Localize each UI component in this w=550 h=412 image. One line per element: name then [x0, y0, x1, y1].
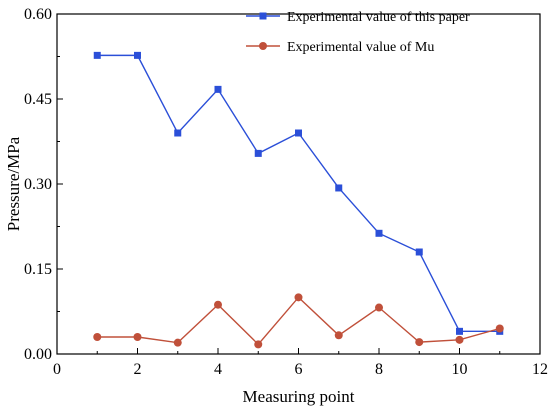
data-point [375, 303, 383, 312]
data-point [295, 129, 302, 137]
legend: Experimental value of this paper Experime… [246, 10, 470, 55]
y-axis-title: Pressure/MPa [4, 136, 23, 231]
data-point [375, 229, 383, 237]
series-1 [93, 51, 504, 335]
data-point [134, 51, 141, 59]
x-tick-label: 4 [214, 361, 222, 378]
data-point [93, 51, 101, 59]
x-tick-label: 8 [375, 361, 383, 378]
x-tick-label: 6 [295, 361, 303, 378]
y-tick-label: 0.60 [24, 6, 52, 23]
data-point [174, 129, 182, 137]
data-point [294, 293, 303, 302]
data-point [254, 149, 262, 157]
x-axis-title: Measuring point [243, 387, 355, 406]
data-point [214, 300, 222, 309]
data-point [455, 335, 464, 344]
x-tick-label: 10 [452, 361, 468, 378]
y-axis: 0.00 0.15 0.30 0.45 0.60 [24, 6, 63, 363]
data-point [495, 324, 504, 333]
plot-area [56, 13, 541, 355]
y-tick-label: 0.30 [24, 176, 52, 193]
data-point [214, 85, 222, 93]
series-line [97, 54, 500, 333]
series-2 [93, 293, 504, 349]
x-tick-label: 0 [53, 361, 61, 378]
data-point [456, 327, 463, 335]
legend-item: Experimental value of Mu [246, 40, 434, 55]
data-point [415, 248, 423, 256]
series-line [97, 296, 500, 346]
data-point [334, 331, 343, 340]
plot-frame [56, 13, 541, 355]
y-tick-label: 0.00 [24, 346, 52, 363]
legend-label: Experimental value of Mu [287, 40, 434, 55]
data-point [415, 338, 424, 347]
x-tick-label: 12 [532, 361, 548, 378]
data-point [254, 340, 263, 349]
x-axis: 0 2 4 6 8 10 12 [53, 348, 548, 378]
data-point [335, 184, 343, 192]
data-point [173, 338, 182, 347]
series-layer [93, 51, 504, 349]
y-tick-label: 0.15 [24, 261, 52, 278]
data-point [93, 333, 102, 341]
legend-marker [259, 42, 267, 50]
y-tick-label: 0.45 [24, 91, 52, 108]
legend-marker [259, 12, 267, 20]
x-tick-label: 2 [134, 361, 142, 378]
legend-item: Experimental value of this paper [246, 10, 470, 25]
legend-label: Experimental value of this paper [287, 10, 470, 25]
data-point [133, 333, 142, 341]
